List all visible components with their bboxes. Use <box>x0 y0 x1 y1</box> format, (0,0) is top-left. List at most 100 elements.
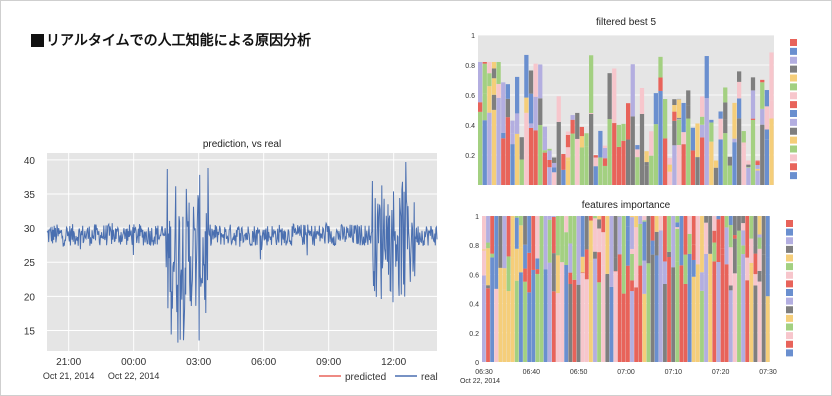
bar-segment <box>667 164 672 172</box>
bar-segment <box>654 216 659 232</box>
bar-segment <box>498 216 503 268</box>
x-tick-label: 07:10 <box>665 369 683 376</box>
bar-segment <box>676 99 682 118</box>
bar-segment <box>755 168 760 171</box>
bar-segment <box>502 268 507 290</box>
bar-segment <box>650 240 655 255</box>
bar-segment <box>589 113 594 185</box>
y-tick-label: 0.4 <box>469 302 479 309</box>
bar-segment <box>687 253 692 362</box>
bar-segment <box>543 269 548 362</box>
bar-segment <box>741 142 746 147</box>
bar-segment <box>510 218 515 258</box>
bar-segment <box>658 56 663 78</box>
bar-segment <box>523 281 527 362</box>
bar-segment <box>482 284 486 362</box>
bar-segment <box>737 216 741 231</box>
x-tick-sublabel: Oct 22, 2014 <box>460 378 500 385</box>
bar-segment <box>524 112 529 185</box>
bar-segment <box>551 216 556 254</box>
bar-segment <box>584 133 589 147</box>
bar-segment <box>551 291 556 362</box>
chart-title: prediction, vs real <box>203 139 281 150</box>
bar-segment <box>723 119 728 134</box>
bar-segment <box>750 90 756 119</box>
bar-segment <box>482 216 486 250</box>
bar-segment <box>593 216 597 219</box>
bar-segment <box>760 124 765 185</box>
bar-segment <box>597 252 601 283</box>
bar-segment <box>676 117 682 119</box>
bar-segment <box>672 99 677 106</box>
x-tick-sublabel: Oct 21, 2014 <box>43 371 95 381</box>
bar-segment <box>749 266 754 362</box>
y-tick-label: 0.8 <box>465 63 475 70</box>
legend-swatch <box>790 101 797 109</box>
bar-segment <box>556 293 560 362</box>
bar-segment <box>616 146 621 185</box>
bar-segment <box>616 124 621 147</box>
legend-swatch <box>786 228 793 236</box>
bar-segment <box>579 147 584 185</box>
bar-segment <box>723 87 728 103</box>
bar-segment <box>746 160 751 165</box>
y-tick-label: 35 <box>24 190 36 201</box>
bar-segment <box>494 288 499 362</box>
bar-segment <box>552 172 557 185</box>
bar-segment <box>732 216 737 236</box>
bar-segment <box>704 56 709 99</box>
bar-segment <box>737 230 741 266</box>
bar-segment <box>765 257 770 297</box>
bar-segment <box>704 98 709 185</box>
bar-segment <box>634 227 639 268</box>
bar-segment <box>547 262 552 362</box>
bar-segment <box>482 250 486 276</box>
legend-swatch <box>786 263 793 271</box>
bar-segment <box>638 265 643 362</box>
bar-segment <box>732 273 737 362</box>
bar-segment <box>588 220 593 262</box>
bar-segment <box>630 64 635 117</box>
bar-segment <box>527 252 532 293</box>
bar-segment <box>638 216 643 224</box>
bar-segment <box>741 223 745 231</box>
legend-swatch <box>790 145 797 153</box>
bar-segment <box>613 216 618 258</box>
bar-segment <box>575 112 580 139</box>
bar-segment <box>646 216 651 264</box>
bar-segment <box>556 255 560 294</box>
bar-segment <box>679 216 684 266</box>
bar-segment <box>630 116 635 185</box>
bar-segment <box>502 289 507 362</box>
bar-segment <box>690 150 695 185</box>
filtered-best-5-chart: filtered best 5 0.2 0.4 0.6 0.8 1 <box>465 17 797 185</box>
bar-segment <box>607 73 612 120</box>
bar-segment <box>650 216 655 241</box>
bar-segment <box>671 267 676 362</box>
bar-segment <box>679 265 684 362</box>
bar-segment <box>570 115 575 120</box>
bar-segment <box>538 98 543 125</box>
x-tick-label: 09:00 <box>316 357 341 368</box>
plot-area <box>47 153 437 351</box>
bar-segment <box>695 264 700 362</box>
bar-segment <box>496 62 501 84</box>
bar-segment <box>672 105 677 112</box>
bar-segment <box>720 248 725 255</box>
bar-segment <box>576 216 581 285</box>
bar-segment <box>528 70 534 94</box>
bar-segment <box>757 234 762 238</box>
x-tick-label: 00:00 <box>121 357 146 368</box>
bar-segment <box>533 130 538 185</box>
bar-segment <box>505 84 510 99</box>
bar-segment <box>601 232 606 266</box>
bar-segment <box>626 139 631 185</box>
bar-segment <box>750 119 756 185</box>
bar-segment <box>683 254 688 284</box>
bar-segment <box>588 216 593 221</box>
bar-segment <box>605 273 610 362</box>
bar-segment <box>658 268 663 362</box>
bar-segment <box>607 119 612 185</box>
bar-segment <box>568 243 573 273</box>
bar-segment <box>486 285 490 289</box>
